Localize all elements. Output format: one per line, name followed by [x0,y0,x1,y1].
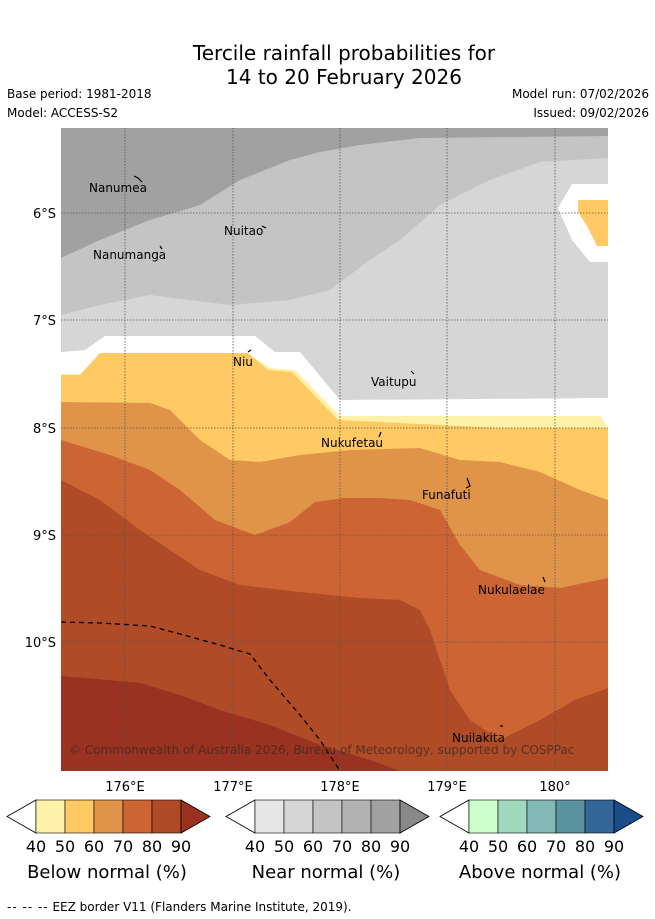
eez-legend-text: EEZ border V11 (Flanders Marine Institut… [52,900,352,914]
place-label-nanumanga: Nanumanga [93,248,166,262]
colorbar-tick-label: 90 [171,837,191,856]
colorbar-swatch [468,799,499,834]
colorbar-label-above: Above normal (%) [458,862,622,883]
colorbar-tick-label: 60 [517,837,537,856]
colorbar-swatch [93,799,124,834]
lon-label: 177°E [213,780,253,795]
colorbar-near: 40 50 60 70 80 90 [225,799,430,856]
colorbar-tick-label: 90 [604,837,624,856]
place-label-nuitao: Nuitao [224,224,263,238]
colorbar-tick-label: 40 [459,837,479,856]
colorbar-label-near: Near normal (%) [251,862,401,883]
place-label-nukulaelae: Nukulaelae [478,583,545,597]
lon-label: 179°E [427,780,467,795]
colorbar-swatch [370,799,401,834]
colorbar-swatch [555,799,586,834]
colorbar-tick-label: 40 [26,837,46,856]
colorbar-extend-high [613,799,644,834]
colorbar-above: 40 50 60 70 80 90 [439,799,644,856]
place-label-niu: Niu [233,355,253,369]
place-label-nanumea: Nanumea [89,181,147,195]
colorbar-swatch [35,799,66,834]
eez-legend: -- -- -- EEZ border V11 (Flanders Marine… [7,900,352,914]
colorbar-swatch [584,799,615,834]
colorbars: 40 50 60 70 80 90 40 50 60 70 80 90 40 50 60 70 80 90 [6,799,644,856]
lat-label: 6°S [33,207,56,222]
probability-field [61,128,608,771]
colorbar-tick-label: 80 [575,837,595,856]
colorbar-extend-high [399,799,430,834]
lat-label: 7°S [33,314,56,329]
colorbar-extend-low [439,799,470,834]
colorbar-tick-label: 70 [113,837,133,856]
colorbar-swatch [497,799,528,834]
colorbar-tick-label: 50 [274,837,294,856]
lat-label: 8°S [33,422,56,437]
colorbar-tick-label: 70 [546,837,566,856]
colorbar-extend-high [180,799,211,834]
model-name: Model: ACCESS-S2 [7,106,119,120]
lat-label: 10°S [25,636,56,651]
title-line-1: Tercile rainfall probabilities for [192,41,496,65]
colorbar-swatch [312,799,343,834]
model-run: Model run: 07/02/2026 [511,87,649,101]
colorbar-swatch [526,799,557,834]
colorbar-swatch [122,799,153,834]
colorbar-tick-label: 50 [488,837,508,856]
colorbar-swatch [151,799,182,834]
place-label-vaitupu: Vaitupu [371,375,417,389]
lon-label: 176°E [105,780,145,795]
colorbar-below: 40 50 60 70 80 90 [6,799,211,856]
eez-legend-line: -- -- -- [7,900,49,914]
colorbar-swatch [341,799,372,834]
issued-date: Issued: 09/02/2026 [533,106,649,120]
colorbar-extend-low [225,799,256,834]
place-label-nukufetau: Nukufetau [321,436,383,450]
colorbar-swatch [64,799,95,834]
place-label-nuilakita: Nuilakita [452,731,505,745]
colorbar-swatch [254,799,285,834]
title-line-2: 14 to 20 February 2026 [226,65,462,89]
colorbar-tick-label: 80 [361,837,381,856]
colorbar-tick-label: 60 [84,837,104,856]
copyright-notice: © Commonwealth of Australia 2026, Bureau… [69,743,574,757]
colorbar-label-below: Below normal (%) [27,862,187,883]
place-label-funafuti: Funafuti [422,488,471,502]
colorbar-extend-low [6,799,37,834]
eez-border [61,621,341,771]
colorbar-tick-label: 80 [142,837,162,856]
graticule [61,128,608,771]
colorbar-swatch [283,799,314,834]
colorbar-tick-label: 40 [245,837,265,856]
island-shapes [133,175,546,727]
base-period: Base period: 1981-2018 [7,87,152,101]
lat-label: 9°S [33,529,56,544]
lon-label: 178°E [320,780,360,795]
colorbar-tick-label: 60 [303,837,323,856]
colorbar-tick-label: 50 [55,837,75,856]
colorbar-tick-label: 70 [332,837,352,856]
colorbar-tick-label: 90 [390,837,410,856]
lon-label: 180° [539,780,570,795]
